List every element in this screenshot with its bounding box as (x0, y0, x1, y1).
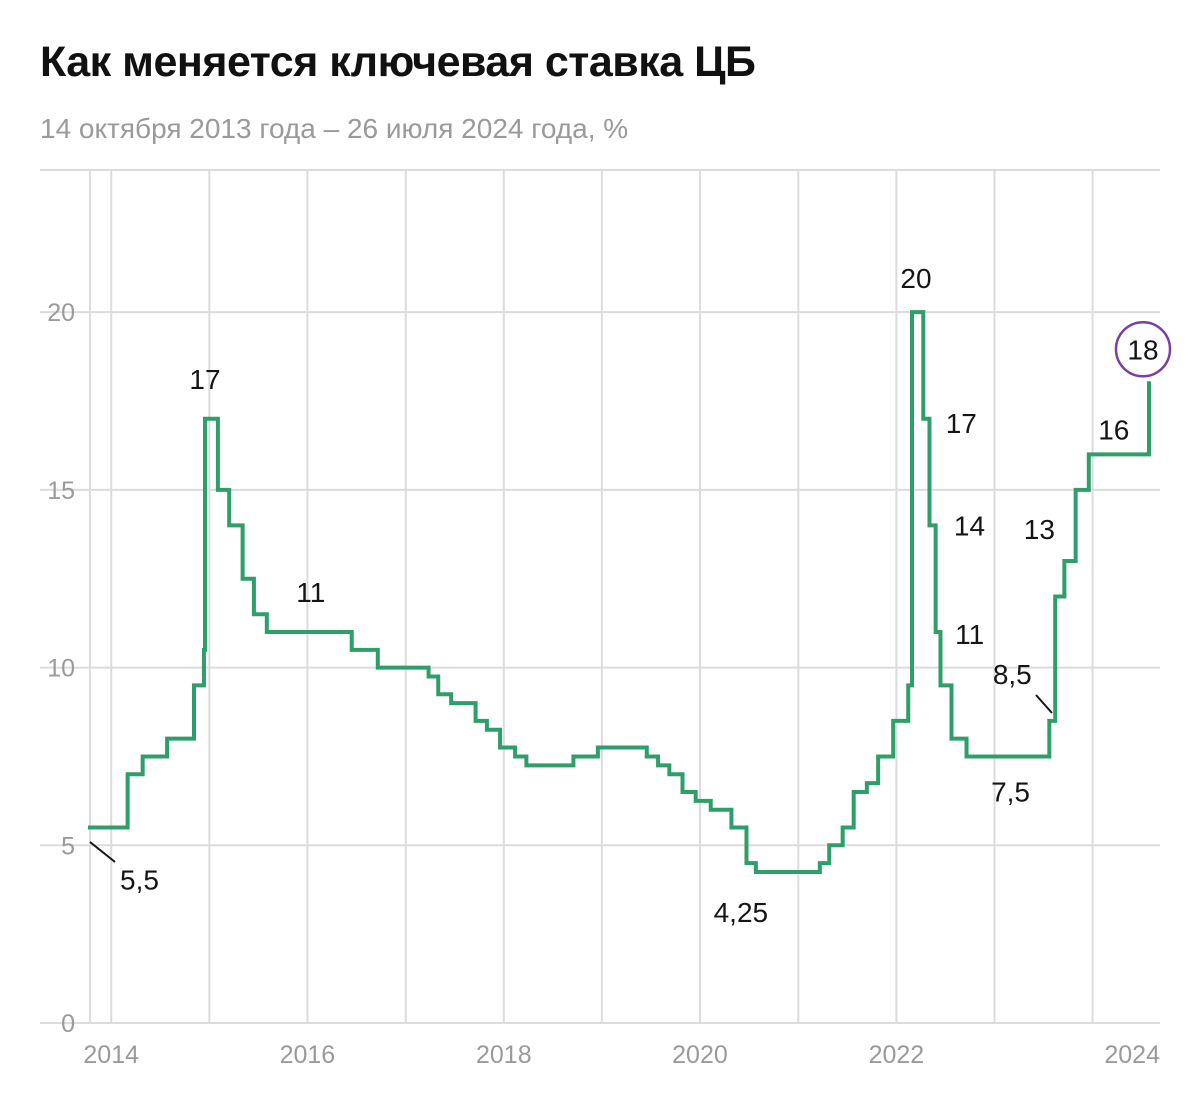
chart-subtitle: 14 октября 2013 года – 26 июля 2024 года… (40, 113, 629, 144)
rate-annotation: 14 (954, 510, 985, 541)
y-tick-label: 15 (47, 477, 75, 505)
y-tick-label: 10 (47, 655, 75, 683)
rate-annotation: 11 (955, 619, 984, 650)
x-tick-label: 2020 (672, 1041, 728, 1069)
rate-annotation: 7,5 (991, 776, 1030, 807)
x-tick-label: 2022 (869, 1041, 925, 1069)
rate-annotation: 13 (1024, 514, 1055, 545)
x-tick-label: 2014 (83, 1041, 139, 1069)
rate-annotation: 17 (189, 364, 220, 395)
y-tick-label: 0 (61, 1010, 75, 1038)
rate-annotation: 8,5 (993, 659, 1032, 690)
y-tick-label: 20 (47, 299, 75, 327)
rate-series-line-0 (88, 310, 1151, 874)
current-rate-circle (1114, 321, 1172, 378)
x-tick-label: 2018 (476, 1041, 532, 1069)
rate-annotation: 11 (296, 577, 325, 608)
rate-annotation: 17 (946, 408, 977, 439)
rate-annotation: 5,5 (120, 865, 159, 896)
annotation-leader (89, 841, 116, 863)
chart-title: Как меняется ключевая ставка ЦБ (40, 38, 756, 86)
rate-annotation: 20 (900, 263, 931, 294)
x-tick-label: 2024 (1104, 1041, 1160, 1069)
rate-annotation: 16 (1098, 414, 1129, 445)
y-tick-label: 5 (61, 832, 75, 860)
rate-annotation: 18 (1127, 334, 1158, 365)
x-tick-label: 2016 (280, 1041, 336, 1069)
annotation-leader (1035, 694, 1053, 714)
rate-annotation: 4,25 (714, 897, 769, 928)
